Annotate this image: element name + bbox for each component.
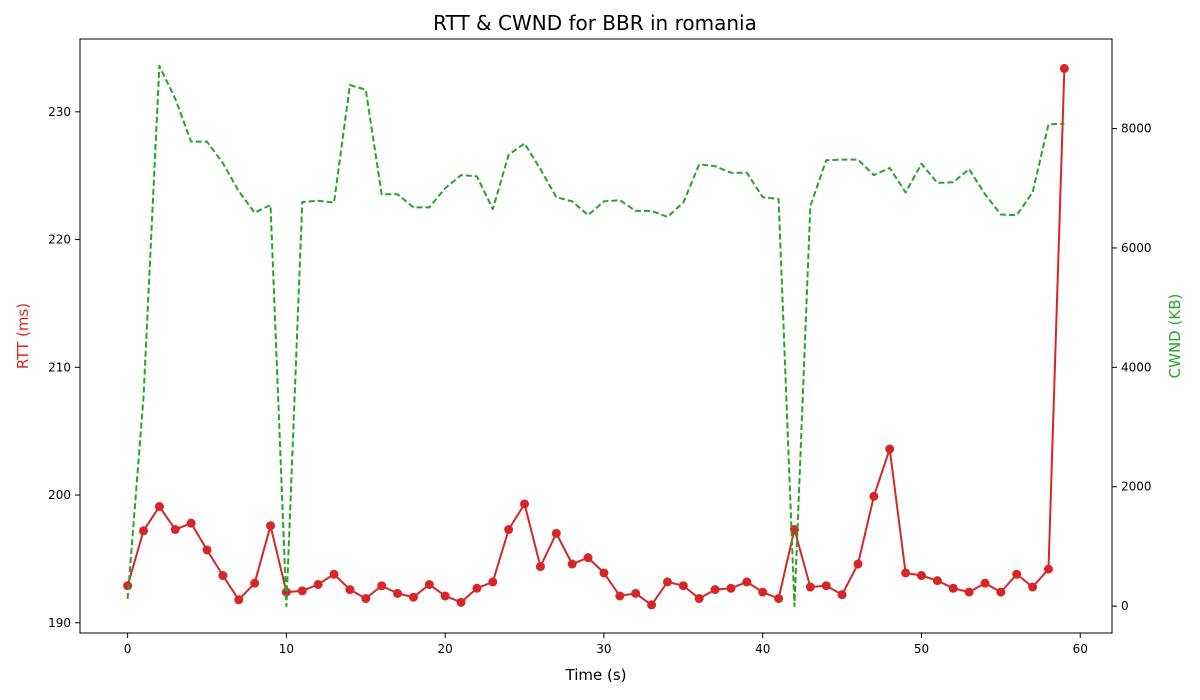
x-axis-label: Time (s) xyxy=(565,666,627,684)
rtt-point xyxy=(805,582,815,592)
rtt-point xyxy=(964,587,974,597)
rtt-point xyxy=(980,578,990,588)
rtt-point xyxy=(440,591,450,601)
rtt-point xyxy=(281,587,291,597)
rtt-point xyxy=(170,525,180,535)
rtt-point xyxy=(631,588,641,598)
y-right-tick-label: 0 xyxy=(1121,599,1129,613)
rtt-point xyxy=(313,579,323,589)
y-left-axis-label: RTT (ms) xyxy=(14,303,32,369)
rtt-point xyxy=(329,569,339,579)
y-right-axis-label: CWND (KB) xyxy=(1166,294,1184,379)
rtt-point xyxy=(393,588,403,598)
rtt-point xyxy=(599,568,609,578)
y-left-tick-label: 220 xyxy=(48,233,71,247)
rtt-point xyxy=(535,562,545,572)
y-right-tick-label: 4000 xyxy=(1121,360,1152,374)
rtt-point xyxy=(1028,582,1038,592)
y-left-tick-label: 230 xyxy=(48,105,71,119)
x-tick-label: 0 xyxy=(124,642,132,656)
y-right-tick-label: 2000 xyxy=(1121,480,1152,494)
rtt-point xyxy=(853,559,863,569)
x-tick-label: 20 xyxy=(438,642,453,656)
rtt-point xyxy=(821,581,831,591)
y-left-tick-label: 200 xyxy=(48,488,71,502)
rtt-point xyxy=(551,528,561,538)
rtt-point xyxy=(726,583,736,593)
rtt-point xyxy=(139,526,149,536)
rtt-point xyxy=(647,600,657,610)
cwnd-series-line xyxy=(126,64,1065,608)
rtt-point xyxy=(583,553,593,563)
y-left-tick-label: 190 xyxy=(48,616,71,630)
rtt-point xyxy=(948,583,958,593)
rtt-point xyxy=(123,581,133,591)
rtt-point xyxy=(996,587,1006,597)
rtt-point xyxy=(1012,569,1022,579)
rtt-point xyxy=(710,585,720,595)
rtt-point xyxy=(662,577,672,587)
rtt-point xyxy=(758,587,768,597)
x-tick-label: 40 xyxy=(755,642,770,656)
rtt-point xyxy=(678,581,688,591)
rtt-point xyxy=(567,559,577,569)
x-tick-label: 60 xyxy=(1073,642,1088,656)
rtt-point xyxy=(774,594,784,604)
rtt-point xyxy=(615,591,625,601)
rtt-point xyxy=(266,521,276,531)
rtt-point xyxy=(424,579,434,589)
rtt-point xyxy=(520,499,530,509)
rtt-point xyxy=(694,594,704,604)
rtt-point xyxy=(154,502,164,512)
x-tick-label: 50 xyxy=(914,642,929,656)
x-tick-label: 30 xyxy=(596,642,611,656)
rtt-point xyxy=(361,594,371,604)
rtt-point xyxy=(1059,63,1069,73)
rtt-point xyxy=(297,586,307,596)
rtt-point xyxy=(345,585,355,595)
rtt-point xyxy=(1043,564,1053,574)
plot-area xyxy=(123,63,1069,610)
x-tick-label: 10 xyxy=(279,642,294,656)
rtt-point xyxy=(869,491,879,501)
rtt-point xyxy=(472,583,482,593)
rtt-point xyxy=(916,571,926,581)
rtt-point xyxy=(234,595,244,605)
rtt-point xyxy=(186,518,196,528)
rtt-point xyxy=(742,577,752,587)
chart-title: RTT & CWND for BBR in romania xyxy=(433,11,757,35)
plot-frame xyxy=(79,38,1113,634)
rtt-point xyxy=(488,577,498,587)
rtt-point xyxy=(202,545,212,555)
rtt-point xyxy=(901,568,911,578)
rtt-point xyxy=(504,525,514,535)
rtt-point xyxy=(885,444,895,454)
y-right-tick-label: 8000 xyxy=(1121,122,1152,136)
rtt-point xyxy=(932,576,942,586)
rtt-point xyxy=(408,592,418,602)
rtt-point xyxy=(456,597,466,607)
rtt-point xyxy=(250,578,260,588)
rtt-point xyxy=(837,590,847,600)
y-left-tick-label: 210 xyxy=(48,360,71,374)
rtt-point xyxy=(218,571,228,581)
y-right-tick-label: 6000 xyxy=(1121,241,1152,255)
rtt-point xyxy=(377,581,387,591)
axes-ticks: 0 10 20 30 40 50 60 190 200 210 220 230 0 2000 4000 600… xyxy=(48,105,1151,656)
